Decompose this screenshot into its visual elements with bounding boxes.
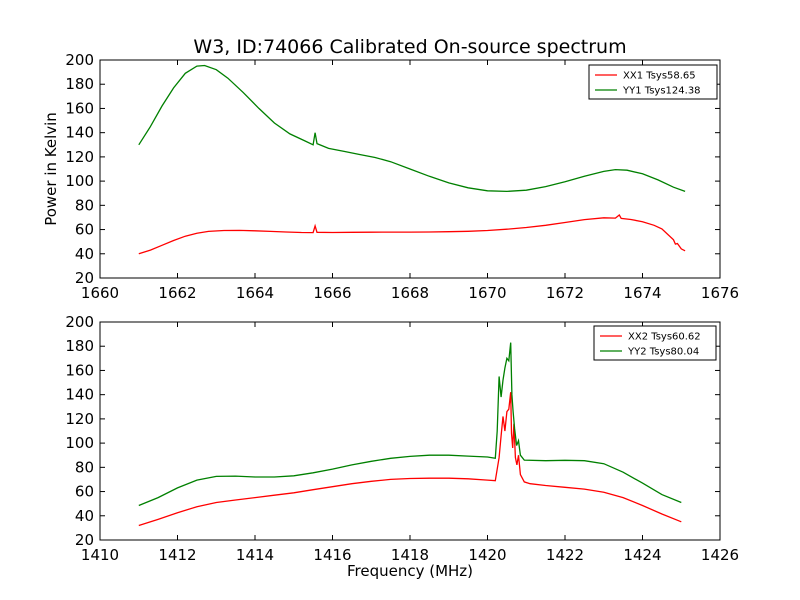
- series-line-yy2: [138, 342, 682, 507]
- legend-box: [588, 64, 718, 100]
- legend-label: XX2 Tsys60.62: [628, 332, 701, 343]
- x-tick-label: 1676: [701, 284, 739, 302]
- bottom-panel: 1410 1412 1414 1416 1418 1420 1422 1424 1426 20 40…: [65, 313, 739, 564]
- series-line-xx1: [138, 214, 686, 255]
- legend: XX2 Tsys60.62 YY2 Tsys80.04: [593, 325, 717, 361]
- x-tick-label: 1420: [468, 546, 506, 564]
- y-tick-label: 20: [75, 531, 94, 549]
- series-line-xx2: [138, 392, 682, 527]
- top-panel: 1660 1662 1664 1666 1668 1670 1672 1674 1676 20 40…: [65, 51, 739, 302]
- legend-box: [593, 325, 717, 361]
- y-tick-label: 140: [65, 124, 94, 142]
- x-tick-label: 1660: [81, 284, 119, 302]
- x-axis-label: Frequency (MHz): [347, 562, 473, 580]
- legend: XX1 Tsys58.65 YY1 Tsys124.38: [588, 64, 718, 100]
- x-tick-label: 1418: [391, 546, 429, 564]
- y-tick-label: 40: [75, 245, 94, 263]
- y-tick-label: 200: [65, 313, 94, 331]
- y-tick-label: 180: [65, 75, 94, 93]
- y-tick-label: 60: [75, 221, 94, 239]
- x-tick-label: 1416: [313, 546, 351, 564]
- x-tick-label: 1668: [391, 284, 429, 302]
- x-tick-label: 1426: [701, 546, 739, 564]
- y-tick-label: 180: [65, 337, 94, 355]
- x-tick-label: 1412: [158, 546, 196, 564]
- y-tick-label: 100: [65, 434, 94, 452]
- x-tick-label: 1664: [236, 284, 274, 302]
- y-tick-label: 160: [65, 361, 94, 379]
- y-tick-label: 60: [75, 483, 94, 501]
- x-tick-label: 1422: [546, 546, 584, 564]
- y-tick-label: 200: [65, 51, 94, 69]
- y-tick-label: 40: [75, 507, 94, 525]
- x-tick-label: 1662: [158, 284, 196, 302]
- legend-label: XX1 Tsys58.65: [623, 71, 696, 82]
- y-tick-label: 160: [65, 99, 94, 117]
- x-tick-label: 1666: [313, 284, 351, 302]
- legend-label: YY2 Tsys80.04: [627, 347, 699, 358]
- x-tick-label: 1674: [623, 284, 661, 302]
- legend-label: YY1 Tsys124.38: [622, 86, 701, 97]
- y-tick-label: 80: [75, 458, 94, 476]
- y-tick-label: 100: [65, 172, 94, 190]
- y-tick-label: 120: [65, 410, 94, 428]
- y-tick-label: 120: [65, 148, 94, 166]
- x-tick-label: 1424: [623, 546, 661, 564]
- y-axis-label: Power in Kelvin: [42, 112, 60, 226]
- x-tick-label: 1414: [236, 546, 274, 564]
- y-tick-label: 20: [75, 269, 94, 287]
- y-tick-label: 80: [75, 196, 94, 214]
- x-tick-label: 1672: [546, 284, 584, 302]
- x-tick-label: 1410: [81, 546, 119, 564]
- y-tick-label: 140: [65, 386, 94, 404]
- series-line-yy1: [138, 64, 686, 193]
- chart-title: W3, ID:74066 Calibrated On-source spectr…: [193, 36, 626, 58]
- x-tick-label: 1670: [468, 284, 506, 302]
